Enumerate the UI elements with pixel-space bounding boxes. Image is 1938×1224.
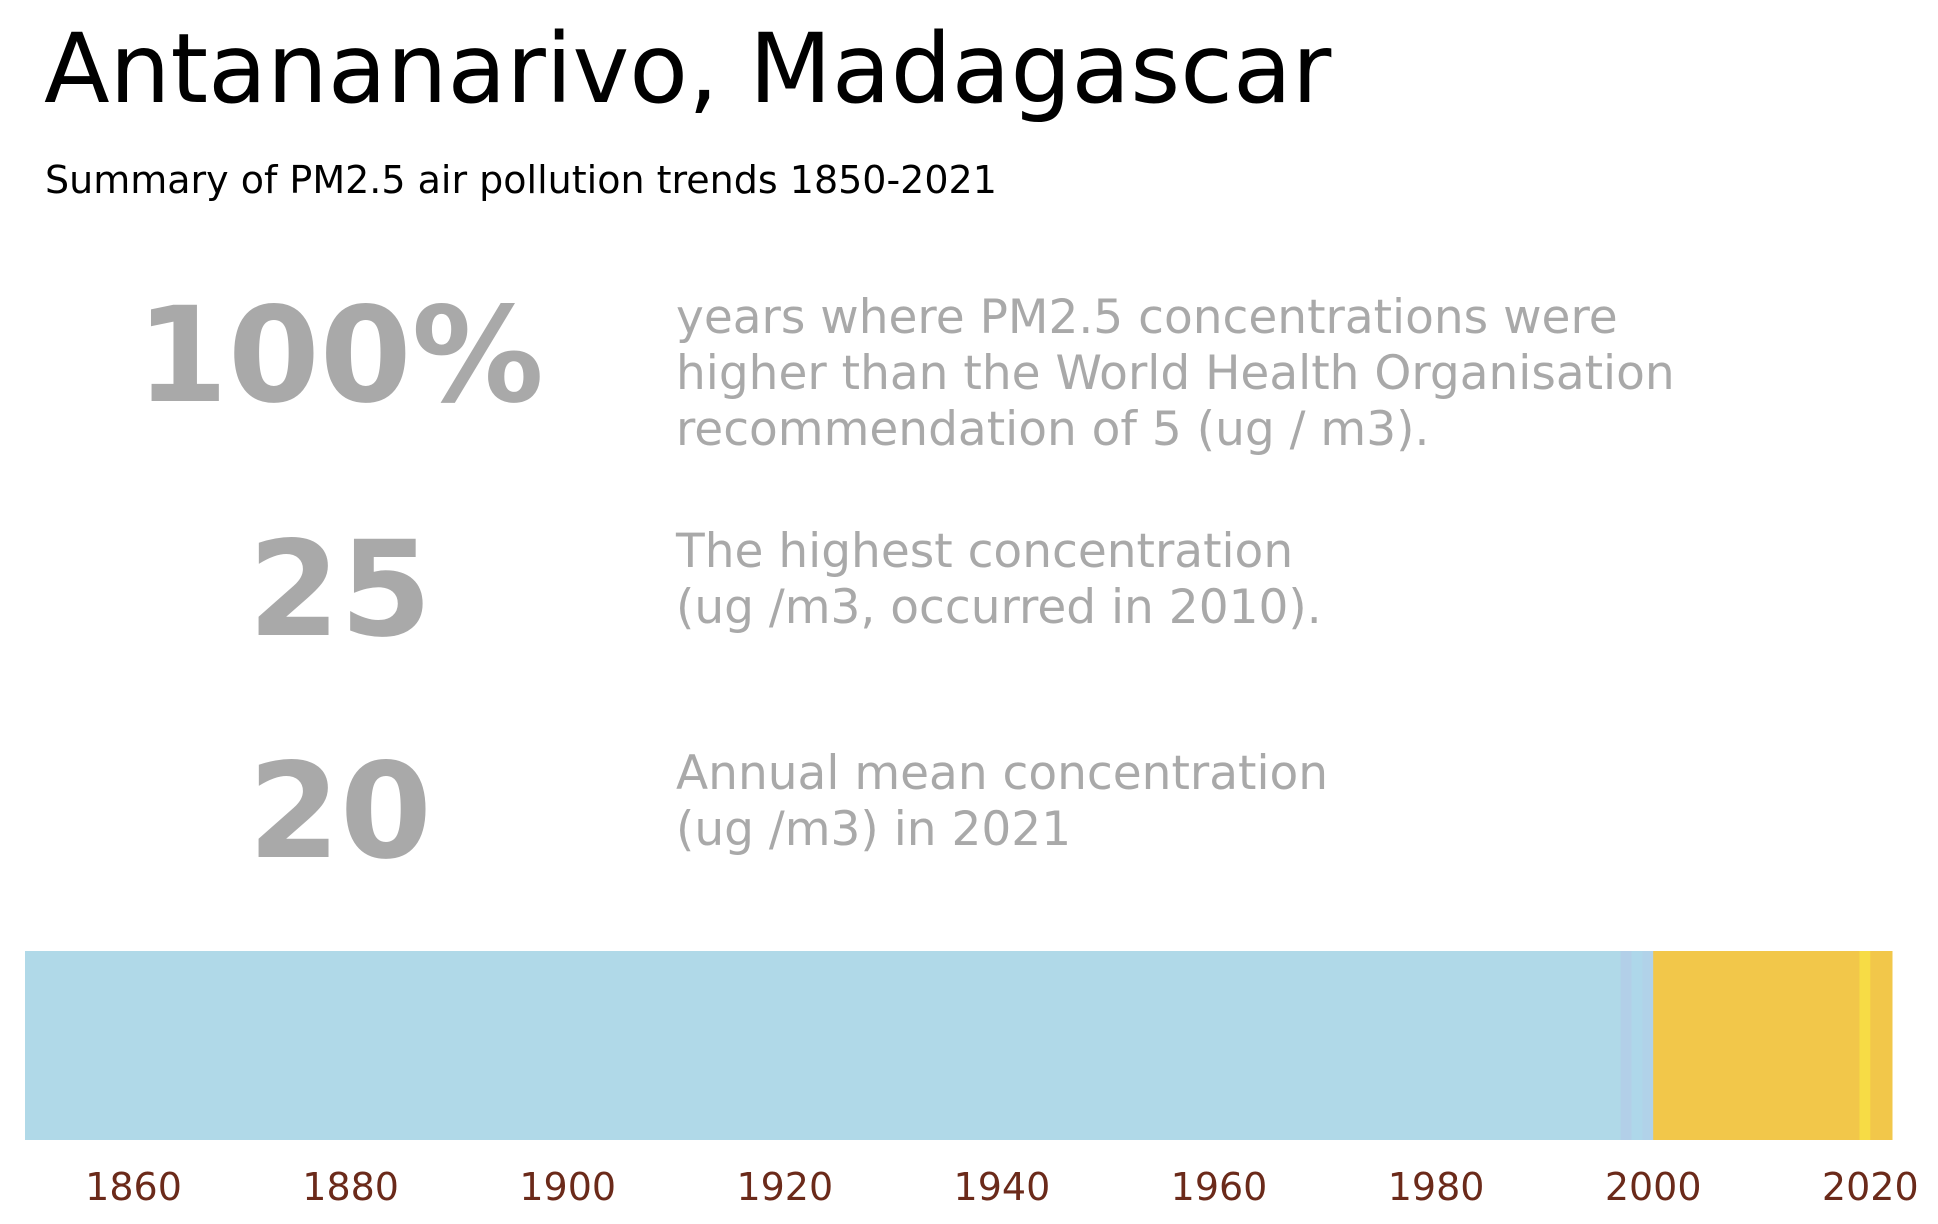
x-axis-tick-labels: 1860 1880 1900 1920 1940 1960 1980 2000 2020 [85, 1165, 1918, 1209]
stat-description-line: higher than the World Health Organisatio… [676, 346, 1675, 401]
stripe-segment [1620, 951, 1632, 1140]
stripe-segment [1653, 951, 1860, 1140]
stripe-segment [25, 951, 1622, 1140]
stat-description-line: (ug /m3, occurred in 2010). [676, 580, 1322, 635]
x-tick-label: 1900 [519, 1165, 616, 1209]
stat-description-annual-mean: Annual mean concentration (ug /m3) in 20… [676, 746, 1328, 858]
stripe-segment [1859, 951, 1871, 1140]
x-tick-label: 1940 [954, 1165, 1051, 1209]
page-title: Antananarivo, Madagascar [44, 13, 1332, 125]
stat-description-line: recommendation of 5 (ug / m3). [676, 402, 1430, 457]
stat-value-exceedance: 100% [136, 279, 544, 433]
stat-description-line: The highest concentration [676, 524, 1294, 579]
stripe-segment [1642, 951, 1654, 1140]
x-tick-label: 1980 [1388, 1165, 1485, 1209]
x-tick-label: 1860 [85, 1165, 182, 1209]
stat-value-annual-mean: 20 [248, 735, 432, 889]
stripe-bars [25, 951, 1893, 1140]
x-tick-label: 1880 [302, 1165, 399, 1209]
x-tick-label: 2000 [1605, 1165, 1702, 1209]
x-tick-label: 1960 [1171, 1165, 1268, 1209]
stat-description-line: Annual mean concentration [676, 746, 1329, 801]
stat-description-highest: The highest concentration (ug /m3, occur… [676, 524, 1322, 636]
x-tick-label: 1920 [736, 1165, 833, 1209]
stripe-segment [1870, 951, 1893, 1140]
stat-value-highest: 25 [248, 513, 432, 667]
stat-description-exceedance: years where PM2.5 concentrations were hi… [676, 290, 1675, 458]
stat-description-line: years where PM2.5 concentrations were [676, 290, 1618, 345]
stat-description-line: (ug /m3) in 2021 [676, 802, 1072, 857]
x-tick-label: 2020 [1822, 1165, 1919, 1209]
stripe-segment [1631, 951, 1643, 1140]
page-subtitle: Summary of PM2.5 air pollution trends 18… [45, 158, 997, 202]
